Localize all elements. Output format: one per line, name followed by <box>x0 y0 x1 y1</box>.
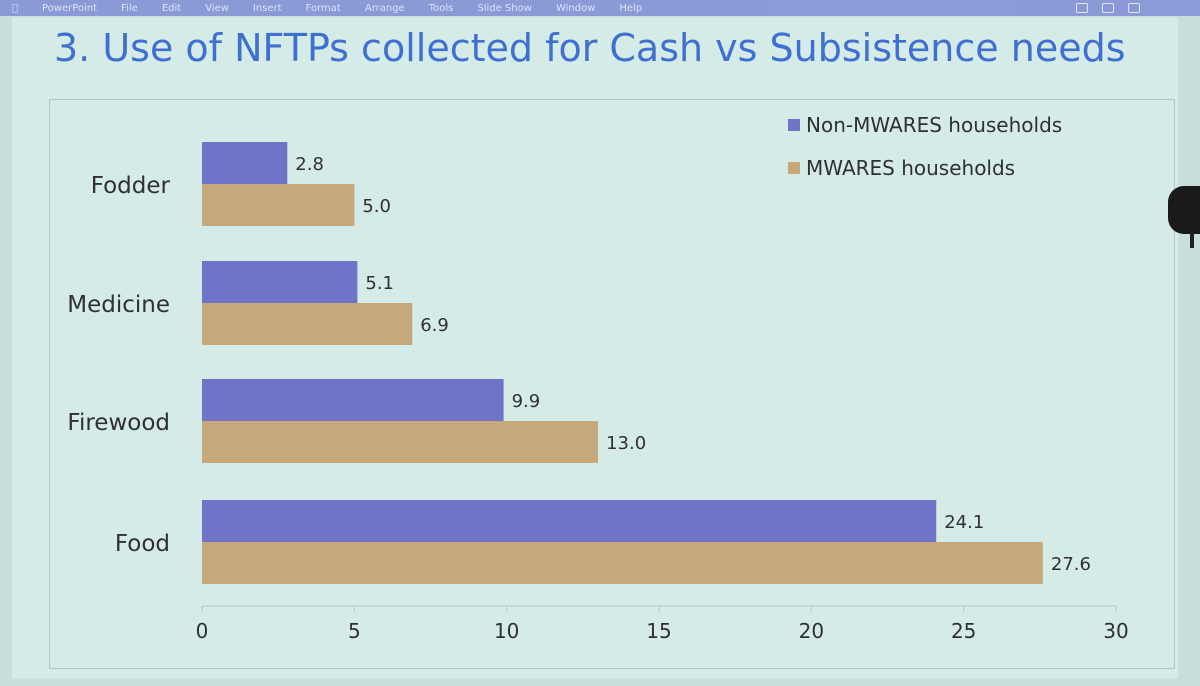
menu-powerpoint[interactable]: PowerPoint <box>42 2 98 14</box>
category-label-fodder: Fodder <box>91 173 171 199</box>
category-label-food: Food <box>115 531 170 557</box>
legend-item-non-mwares: Non-MWARES households <box>788 113 1063 137</box>
x-axis: 0 5 10 15 20 25 30 <box>196 605 1129 643</box>
x-tick-label-15: 15 <box>646 619 671 643</box>
x-tick-label-30: 30 <box>1103 619 1128 643</box>
projector-pin <box>1190 234 1194 248</box>
menu-insert[interactable]: Insert <box>252 2 282 14</box>
menu-window[interactable]: Window <box>555 2 596 14</box>
bar-medicine-non-mwares <box>202 261 358 303</box>
status-icons <box>1076 3 1200 13</box>
bar-food-non-mwares <box>202 500 937 542</box>
bar-firewood-mwares <box>202 421 599 463</box>
menu-edit[interactable]: Edit <box>161 2 182 14</box>
category-labels-group: Fodder Medicine Firewood Food <box>67 173 170 557</box>
bar-food-mwares <box>202 542 1043 584</box>
legend-item-mwares: MWARES households <box>788 156 1062 180</box>
menu-view[interactable]: View <box>205 2 229 14</box>
data-labels-group: 2.8 5.0 5.1 6.9 9.9 13.0 24.1 27.6 <box>295 154 1091 575</box>
legend-label-non-mwares: Non-MWARES households <box>806 113 1063 137</box>
apple-icon[interactable]:  <box>0 3 30 14</box>
legend-swatch-mwares <box>788 162 800 174</box>
slide: 3. Use of NFTPs collected for Cash vs Su… <box>12 18 1178 678</box>
legend: Non-MWARES households MWARES households <box>788 113 1063 200</box>
data-label-fodder-mwares: 5.0 <box>362 196 391 217</box>
data-label-medicine-mwares: 6.9 <box>420 315 449 336</box>
legend-label-mwares: MWARES households <box>806 156 1016 180</box>
bar-medicine-mwares <box>202 303 413 345</box>
x-tick-label-25: 25 <box>951 619 976 643</box>
data-label-medicine-non-mwares: 5.1 <box>365 273 394 294</box>
wifi-icon <box>1102 3 1114 13</box>
projector-clip <box>1168 186 1200 248</box>
x-tick-label-5: 5 <box>348 619 361 643</box>
menu-arrange[interactable]: Arrange <box>364 2 405 14</box>
menu-bar:  PowerPoint File Edit View Insert Forma… <box>0 0 1200 16</box>
category-label-firewood: Firewood <box>67 410 170 436</box>
volume-icon <box>1128 3 1140 13</box>
chart-area-border <box>49 99 1175 669</box>
category-label-medicine: Medicine <box>67 292 170 318</box>
battery-icon <box>1076 3 1088 13</box>
bar-fodder-mwares <box>202 184 355 226</box>
bars-group <box>202 142 1043 584</box>
menu-slide-show[interactable]: Slide Show <box>477 2 532 14</box>
slide-title: 3. Use of NFTPs collected for Cash vs Su… <box>54 26 1126 70</box>
data-label-firewood-non-mwares: 9.9 <box>512 391 541 412</box>
bar-firewood-non-mwares <box>202 379 504 421</box>
x-tick-label-10: 10 <box>494 619 519 643</box>
bar-chart: 2.8 5.0 5.1 6.9 9.9 13.0 24.1 27.6 Fodder Medici… <box>67 142 1129 643</box>
menu-file[interactable]: File <box>121 2 138 14</box>
data-label-food-mwares: 27.6 <box>1051 554 1091 575</box>
x-tick-label-20: 20 <box>799 619 824 643</box>
bar-fodder-non-mwares <box>202 142 288 184</box>
data-label-fodder-non-mwares: 2.8 <box>295 154 324 175</box>
legend-swatch-non-mwares <box>788 119 800 131</box>
menu-format[interactable]: Format <box>305 2 341 14</box>
menu-help[interactable]: Help <box>619 2 643 14</box>
data-label-food-non-mwares: 24.1 <box>944 512 984 533</box>
menu-tools[interactable]: Tools <box>428 2 454 14</box>
data-label-firewood-mwares: 13.0 <box>606 433 646 454</box>
x-tick-label-0: 0 <box>196 619 209 643</box>
